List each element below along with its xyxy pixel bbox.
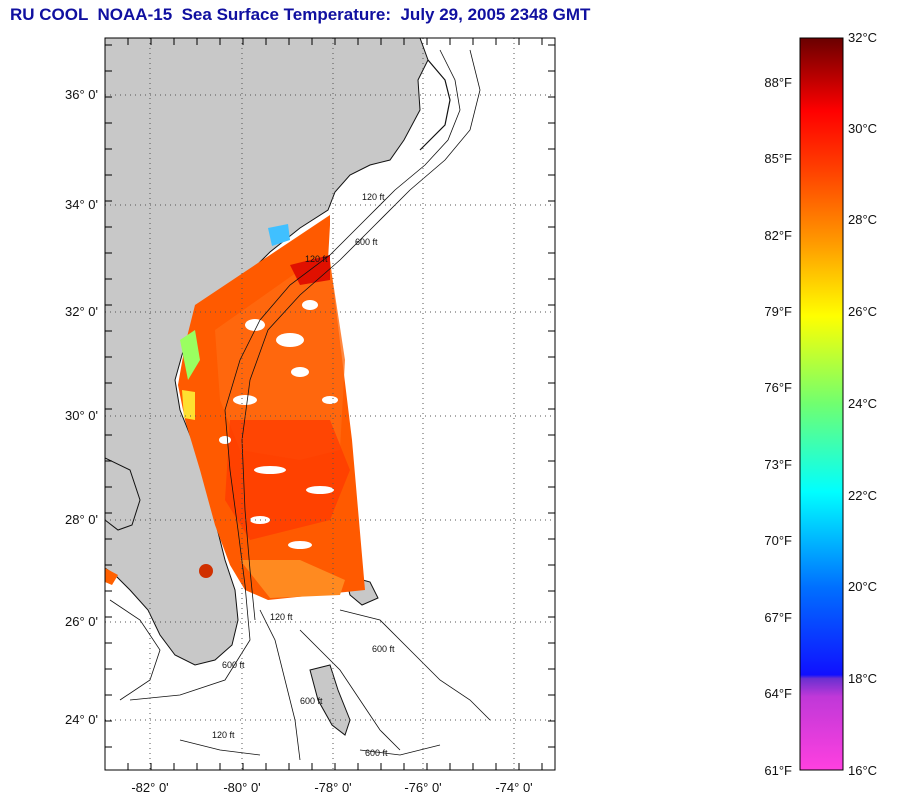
lat-label: 28° 0'	[65, 512, 98, 527]
depth-contours	[109, 49, 491, 761]
chart-title: RU COOL NOAA-15 Sea Surface Temperature:…	[10, 5, 591, 24]
fahrenheit-label: 85°F	[764, 151, 792, 166]
contour-label: 120 ft	[212, 730, 235, 740]
colorbar: 32°C 30°C 28°C 26°C 24°C 22°C 20°C 18°C …	[764, 30, 877, 778]
longitude-labels: -82° 0' -80° 0' -78° 0' -76° 0' -74° 0'	[131, 780, 532, 795]
latitude-labels: 36° 0' 34° 0' 32° 0' 30° 0' 28° 0' 26° 0…	[65, 87, 98, 727]
celsius-label: 22°C	[848, 488, 877, 503]
fahrenheit-label: 88°F	[764, 75, 792, 90]
map-area: 120 ft 600 ft 120 ft 600 ft 120 ft 600 f…	[105, 38, 555, 770]
fahrenheit-label: 70°F	[764, 533, 792, 548]
land-mainland	[105, 38, 429, 666]
celsius-labels: 32°C 30°C 28°C 26°C 24°C 22°C 20°C 18°C …	[848, 30, 877, 778]
fahrenheit-labels: 88°F 85°F 82°F 79°F 76°F 73°F 70°F 67°F …	[764, 75, 792, 778]
contour-label: 600 ft	[222, 660, 245, 670]
fahrenheit-label: 73°F	[764, 457, 792, 472]
contour-label: 600 ft	[372, 644, 395, 654]
fahrenheit-label: 64°F	[764, 686, 792, 701]
lon-label: -76° 0'	[404, 780, 441, 795]
celsius-label: 20°C	[848, 579, 877, 594]
land-outer-banks	[419, 59, 451, 151]
lon-label: -78° 0'	[314, 780, 351, 795]
contour-label-group: 120 ft 600 ft 120 ft 600 ft 120 ft 600 f…	[212, 192, 395, 758]
contour-label: 120 ft	[270, 612, 293, 622]
celsius-label: 30°C	[848, 121, 877, 136]
land-small-area	[105, 457, 141, 531]
celsius-label: 16°C	[848, 763, 877, 778]
land-bahamas-1	[309, 664, 351, 736]
celsius-label: 18°C	[848, 671, 877, 686]
fahrenheit-label: 67°F	[764, 610, 792, 625]
lon-label: -74° 0'	[495, 780, 532, 795]
fahrenheit-label: 79°F	[764, 304, 792, 319]
map-frame	[104, 37, 556, 771]
lat-label: 36° 0'	[65, 87, 98, 102]
lat-label: 34° 0'	[65, 197, 98, 212]
lon-label: -82° 0'	[131, 780, 168, 795]
lat-label: 24° 0'	[65, 712, 98, 727]
colorbar-gradient	[799, 37, 844, 771]
graticule	[105, 38, 555, 770]
lat-label: 30° 0'	[65, 408, 98, 423]
celsius-label: 26°C	[848, 304, 877, 319]
contour-label: 120 ft	[305, 254, 328, 264]
fahrenheit-label: 82°F	[764, 228, 792, 243]
fahrenheit-label: 61°F	[764, 763, 792, 778]
fahrenheit-label: 76°F	[764, 380, 792, 395]
contour-label: 600 ft	[355, 237, 378, 247]
celsius-label: 32°C	[848, 30, 877, 45]
celsius-label: 28°C	[848, 212, 877, 227]
lat-label: 26° 0'	[65, 614, 98, 629]
contour-label: 600 ft	[300, 696, 323, 706]
axis-ticks	[104, 38, 555, 770]
contour-label: 600 ft	[365, 748, 388, 758]
lon-label: -80° 0'	[223, 780, 260, 795]
lat-label: 32° 0'	[65, 304, 98, 319]
celsius-label: 24°C	[848, 396, 877, 411]
contour-label: 120 ft	[362, 192, 385, 202]
